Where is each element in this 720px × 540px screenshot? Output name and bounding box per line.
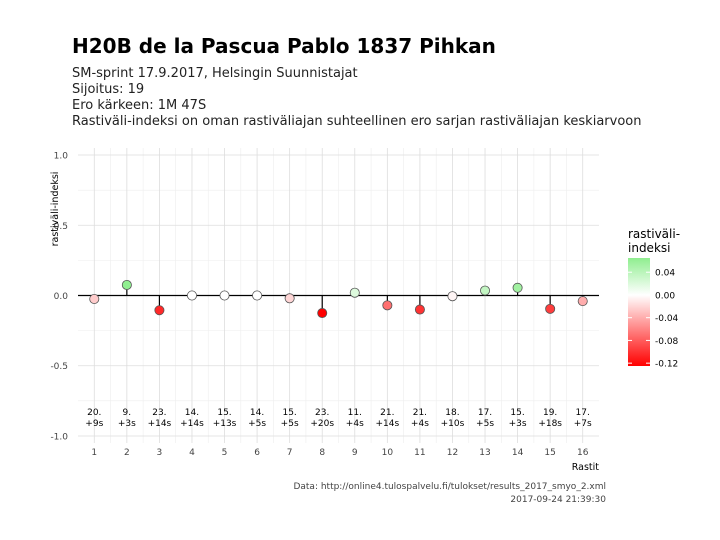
data-point (414, 304, 425, 315)
legend-tick-label: 0.00 (655, 291, 675, 301)
x-tick-label: 6 (254, 448, 260, 458)
x-tick-label: 15 (544, 448, 555, 458)
y-tick-label: -0.5 (50, 362, 68, 372)
subtitle-description: Rastiväli-indeksi on oman rastiväliajan … (72, 114, 642, 129)
y-tick-label: 0.0 (54, 292, 69, 302)
y-tick-label: 1.0 (54, 152, 69, 162)
x-tick-label: 7 (287, 448, 293, 458)
subtitle-gap: Ero kärkeen: 1M 47S (72, 98, 207, 113)
legend-tick-label: -0.04 (655, 314, 679, 324)
point-rank-label: 17. (478, 408, 492, 418)
point-rank-label: 15. (282, 408, 296, 418)
point-diff-label: +3s (118, 419, 136, 429)
generated-timestamp: 2017-09-24 21:39:30 (510, 495, 606, 505)
x-tick-label: 13 (479, 448, 490, 458)
data-point (512, 282, 523, 293)
x-tick-label: 16 (577, 448, 589, 458)
point-diff-label: +3s (509, 419, 527, 429)
y-tick-label: 0.5 (54, 222, 68, 232)
data-point (382, 300, 393, 311)
point-rank-label: 23. (152, 408, 166, 418)
x-tick-label: 10 (382, 448, 394, 458)
point-rank-label: 21. (413, 408, 427, 418)
data-point (252, 290, 263, 301)
point-diff-label: +14s (376, 419, 400, 429)
point-rank-label: 20. (87, 408, 101, 418)
subtitle-rank: Sijoitus: 19 (72, 82, 145, 97)
x-tick-label: 8 (319, 448, 325, 458)
subtitle-event: SM-sprint 17.9.2017, Helsingin Suunnista… (72, 66, 358, 81)
point-rank-label: 15. (510, 408, 524, 418)
point-diff-label: +4s (346, 419, 364, 429)
point-diff-label: +20s (310, 419, 334, 429)
data-point (154, 305, 165, 316)
x-tick-label: 9 (352, 448, 358, 458)
point-diff-label: +5s (281, 419, 299, 429)
point-diff-label: +5s (248, 419, 266, 429)
x-tick-label: 5 (222, 448, 228, 458)
legend-tick-label: 0.04 (655, 269, 675, 279)
caption: Data: http://online4.tulospalvelu.fi/tul… (293, 481, 606, 507)
point-diff-label: +9s (85, 419, 103, 429)
point-diff-label: +5s (476, 419, 494, 429)
data-point (121, 279, 132, 290)
data-source: Data: http://online4.tulospalvelu.fi/tul… (293, 482, 606, 492)
data-point (186, 290, 197, 301)
legend-title: indeksi (628, 241, 670, 255)
point-rank-label: 11. (348, 408, 362, 418)
point-rank-label: 14. (185, 408, 199, 418)
data-point (447, 291, 458, 302)
data-point (317, 308, 328, 319)
x-tick-label: 11 (414, 448, 425, 458)
point-rank-label: 17. (576, 408, 590, 418)
legend-colorbar (628, 258, 650, 366)
data-point (545, 303, 556, 314)
chart-title: H20B de la Pascua Pablo 1837 Pihkan (72, 34, 496, 58)
point-rank-label: 19. (543, 408, 557, 418)
data-point (480, 285, 491, 296)
x-tick-label: 1 (91, 448, 97, 458)
data-point (284, 293, 295, 304)
point-diff-label: +7s (574, 419, 592, 429)
point-rank-label: 14. (250, 408, 264, 418)
y-axis-title: rastiväli-indeksi (50, 172, 61, 247)
point-diff-label: +14s (148, 419, 172, 429)
data-point (89, 294, 100, 305)
data-point (349, 287, 360, 298)
point-rank-label: 18. (445, 408, 459, 418)
x-tick-label: 14 (512, 448, 524, 458)
point-rank-label: 9. (123, 408, 132, 418)
point-diff-label: +14s (180, 419, 204, 429)
point-diff-label: +10s (441, 419, 465, 429)
point-diff-label: +4s (411, 419, 429, 429)
point-rank-label: 15. (217, 408, 231, 418)
legend-tick-label: -0.08 (655, 337, 679, 347)
x-tick-label: 4 (189, 448, 195, 458)
legend-tick-label: -0.12 (655, 360, 678, 370)
point-rank-label: 23. (315, 408, 329, 418)
point-rank-label: 21. (380, 408, 394, 418)
point-diff-label: +13s (213, 419, 237, 429)
point-diff-label: +18s (538, 419, 562, 429)
data-point (577, 296, 588, 307)
x-tick-label: 2 (124, 448, 130, 458)
x-axis-title: Rastit (572, 462, 600, 473)
x-tick-label: 3 (157, 448, 163, 458)
x-tick-label: 12 (447, 448, 458, 458)
y-tick-label: -1.0 (50, 432, 68, 442)
data-point (219, 290, 230, 301)
legend-title: rastiväli- (628, 227, 680, 241)
